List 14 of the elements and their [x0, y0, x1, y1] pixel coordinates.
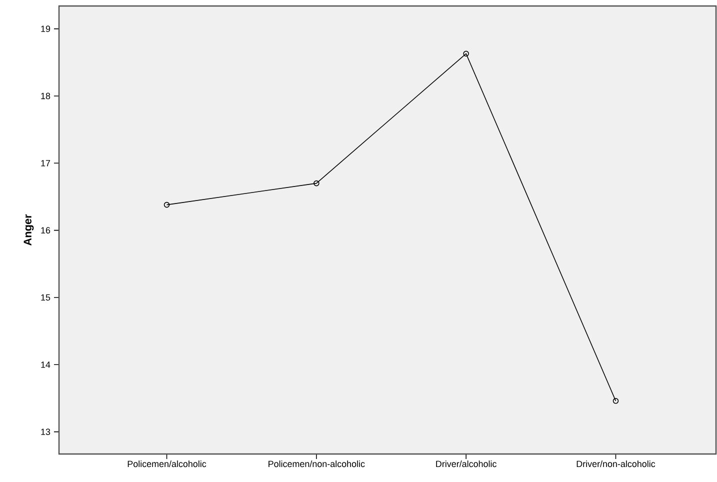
- x-tick-label: Policemen/alcoholic: [128, 460, 206, 468]
- y-tick-label: 14: [41, 362, 50, 368]
- x-tick-label: Driver/alcoholic: [436, 460, 496, 468]
- y-tick-label: 17: [41, 160, 50, 166]
- y-tick-label: 18: [41, 92, 50, 100]
- y-tick-label: 19: [41, 26, 50, 32]
- point: [463, 50, 469, 57]
- y-tick-label: 15: [41, 294, 50, 301]
- y-axis-title: Anger: [24, 214, 34, 246]
- x-tick-label: Driver/non-alcoholic: [576, 460, 656, 468]
- point: [314, 180, 320, 186]
- x-tick-label: Policemen/non-alcoholic: [268, 460, 365, 468]
- y-tick-label: 13: [41, 428, 50, 435]
- y-tick-label: 16: [41, 227, 50, 234]
